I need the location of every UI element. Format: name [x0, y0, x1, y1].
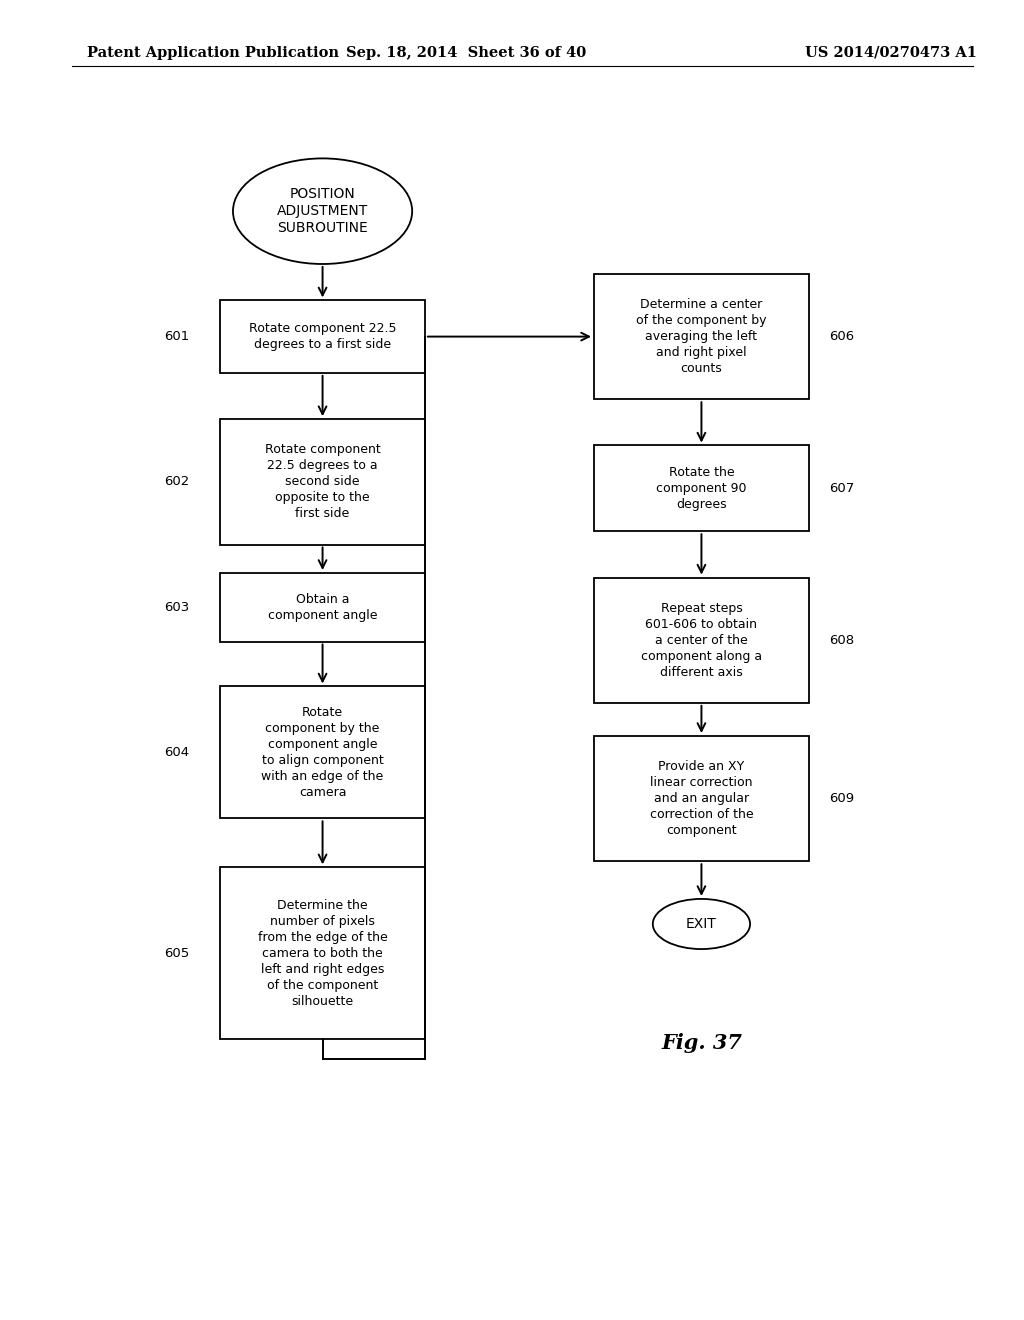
Text: Fig. 37: Fig. 37 — [662, 1032, 741, 1053]
Text: POSITION
ADJUSTMENT
SUBROUTINE: POSITION ADJUSTMENT SUBROUTINE — [276, 187, 369, 235]
Text: Determine a center
of the component by
averaging the left
and right pixel
counts: Determine a center of the component by a… — [636, 298, 767, 375]
Text: 604: 604 — [164, 746, 189, 759]
Text: 605: 605 — [164, 946, 189, 960]
Text: Rotate the
component 90
degrees: Rotate the component 90 degrees — [656, 466, 746, 511]
Text: Rotate
component by the
component angle
to align component
with an edge of the
c: Rotate component by the component angle … — [261, 706, 384, 799]
Text: Patent Application Publication: Patent Application Publication — [87, 46, 339, 59]
FancyBboxPatch shape — [220, 686, 425, 818]
Text: Determine the
number of pixels
from the edge of the
camera to both the
left and : Determine the number of pixels from the … — [258, 899, 387, 1007]
Text: Obtain a
component angle: Obtain a component angle — [268, 593, 377, 622]
Text: 602: 602 — [164, 475, 189, 488]
FancyBboxPatch shape — [594, 578, 809, 702]
Text: Rotate component 22.5
degrees to a first side: Rotate component 22.5 degrees to a first… — [249, 322, 396, 351]
FancyBboxPatch shape — [220, 420, 425, 544]
Text: 601: 601 — [164, 330, 189, 343]
FancyBboxPatch shape — [220, 300, 425, 372]
Text: Repeat steps
601-606 to obtain
a center of the
component along a
different axis: Repeat steps 601-606 to obtain a center … — [641, 602, 762, 678]
FancyBboxPatch shape — [594, 445, 809, 531]
FancyBboxPatch shape — [220, 867, 425, 1039]
FancyBboxPatch shape — [594, 737, 809, 861]
Text: 603: 603 — [164, 601, 189, 614]
Text: 609: 609 — [829, 792, 855, 805]
FancyBboxPatch shape — [594, 275, 809, 399]
Text: 607: 607 — [829, 482, 855, 495]
Ellipse shape — [233, 158, 412, 264]
Ellipse shape — [653, 899, 750, 949]
Text: 608: 608 — [829, 634, 855, 647]
Text: 606: 606 — [829, 330, 855, 343]
Text: EXIT: EXIT — [686, 917, 717, 931]
Text: Sep. 18, 2014  Sheet 36 of 40: Sep. 18, 2014 Sheet 36 of 40 — [346, 46, 586, 59]
Text: US 2014/0270473 A1: US 2014/0270473 A1 — [805, 46, 977, 59]
FancyBboxPatch shape — [220, 573, 425, 642]
Text: Provide an XY
linear correction
and an angular
correction of the
component: Provide an XY linear correction and an a… — [649, 760, 754, 837]
Text: Rotate component
22.5 degrees to a
second side
opposite to the
first side: Rotate component 22.5 degrees to a secon… — [264, 444, 381, 520]
